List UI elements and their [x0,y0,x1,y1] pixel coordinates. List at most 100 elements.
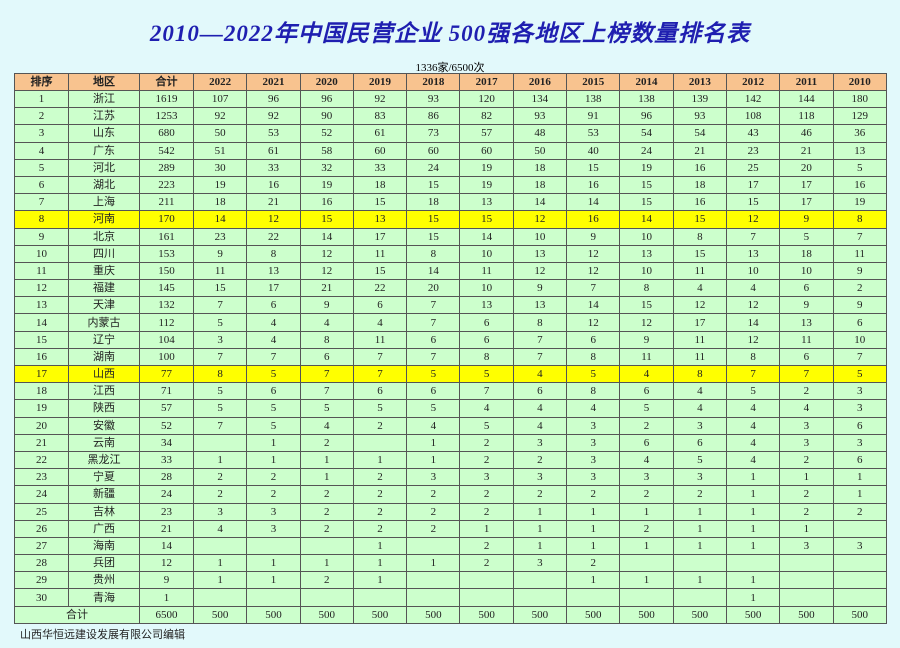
year-count-cell: 17 [779,193,834,212]
year-count-cell: 61 [352,124,408,143]
year-count-cell: 7 [299,382,354,401]
year-count-cell: 6 [672,433,727,452]
year-count-cell: 52 [299,124,354,143]
year-count-cell: 4 [566,399,621,418]
year-count-cell: 2 [779,450,834,470]
rank-cell: 3 [14,124,69,143]
rank-cell: 1 [14,89,69,109]
year-count-cell: 86 [406,107,461,126]
region-cell: 兵团 [68,554,140,573]
total-cell: 12 [139,554,194,573]
total-value-cell: 500 [406,605,461,624]
column-header: 2020 [299,73,354,91]
year-count-cell: 4 [672,382,727,401]
year-count-cell: 7 [299,364,354,384]
region-cell: 吉林 [68,502,140,521]
year-count-cell: 21 [779,141,834,160]
year-count-cell: 1 [672,502,727,521]
year-count-cell: 3 [832,433,887,452]
year-count-cell: 2 [299,485,354,504]
year-count-cell: 4 [619,364,674,384]
year-count-cell: 4 [192,519,248,538]
year-count-cell: 7 [832,347,887,367]
region-cell: 贵州 [68,571,140,590]
year-count-cell: 1 [352,536,408,556]
total-cell: 71 [139,382,194,401]
total-cell: 1253 [139,107,194,126]
region-cell: 福建 [68,279,140,298]
year-count-cell: 15 [566,158,621,177]
year-count-cell: 14 [512,193,568,212]
year-count-cell: 16 [246,175,301,195]
year-count-cell: 2 [459,485,514,504]
year-count-cell: 8 [246,244,301,263]
year-count-cell: 4 [725,399,781,418]
rank-cell: 16 [14,347,69,367]
year-count-cell: 10 [619,261,674,281]
year-count-cell: 1 [725,468,781,487]
year-count-cell: 138 [619,89,674,109]
column-header: 2011 [779,73,834,91]
year-count-cell: 4 [619,450,674,470]
year-count-cell: 1 [406,554,461,573]
year-count-cell: 96 [299,89,354,109]
table-row: 16 湖南 100 7 7 6 7 7 8 7 8 11 11 8 6 7 [14,347,887,367]
year-count-cell: 1 [725,536,781,556]
year-count-cell: 2 [566,485,621,504]
rank-cell: 13 [14,296,69,315]
year-count-cell: 13 [512,296,568,315]
table-row: 5 河北 289 30 33 32 33 24 19 18 15 19 16 25 20 5 [14,158,887,177]
total-cell: 52 [139,416,194,435]
year-count-cell: 7 [725,364,781,384]
year-count-cell: 8 [832,210,887,229]
year-count-cell: 1 [725,502,781,521]
year-count-cell: 1 [246,571,301,590]
year-count-cell: 15 [459,210,514,229]
year-count-cell: 3 [566,450,621,470]
total-cell: 1 [139,588,194,607]
year-count-cell: 1 [459,519,514,538]
year-count-cell: 3 [619,468,674,487]
year-count-cell: 16 [299,193,354,212]
year-count-cell: 3 [832,399,887,418]
year-count-cell: 2 [246,468,301,487]
year-count-cell: 10 [512,227,568,246]
total-cell: 100 [139,347,194,367]
year-count-cell: 7 [352,364,408,384]
year-count-cell: 5 [406,364,461,384]
table-row: 21 云南 34 1 2 1 2 3 3 6 6 4 3 3 [14,433,887,452]
year-count-cell: 8 [459,347,514,367]
year-count-cell: 12 [725,330,781,349]
year-count-cell: 93 [512,107,568,126]
total-row: 合计 6500 500 500 500 500 500 500 500 500 500 500 500 5… [14,605,887,624]
total-value-cell: 500 [566,605,621,624]
year-count-cell: 1 [352,554,408,573]
year-count-cell: 11 [352,244,408,263]
year-count-cell: 8 [299,330,354,349]
year-count-cell: 2 [406,485,461,504]
total-cell: 542 [139,141,194,160]
table-row: 19 陕西 57 5 5 5 5 5 4 4 4 5 4 4 4 3 [14,399,887,418]
year-count-cell: 4 [672,279,727,298]
region-cell: 湖北 [68,175,140,195]
year-count-cell: 1 [619,571,674,590]
year-count-cell: 5 [832,158,887,177]
rank-cell: 7 [14,193,69,212]
subtitle: 1336家/6500次 [415,62,485,74]
year-count-cell: 10 [832,330,887,349]
year-count-cell: 3 [512,554,568,573]
year-count-cell: 51 [192,141,248,160]
year-count-cell: 92 [192,107,248,126]
year-count-cell: 9 [566,227,621,246]
year-count-cell: 1 [619,536,674,556]
year-count-cell: 6 [832,313,887,332]
year-count-cell: 13 [459,296,514,315]
year-count-cell: 14 [299,227,354,246]
year-count-cell: 6 [352,296,408,315]
year-count-cell: 1 [725,571,781,590]
year-count-cell: 18 [192,193,248,212]
year-count-cell: 6 [512,382,568,401]
year-count-cell: 2 [299,433,354,452]
table-row: 2 江苏 1253 92 92 90 83 86 82 93 91 96 93 108 118 129 [14,107,887,126]
year-count-cell [832,554,887,573]
